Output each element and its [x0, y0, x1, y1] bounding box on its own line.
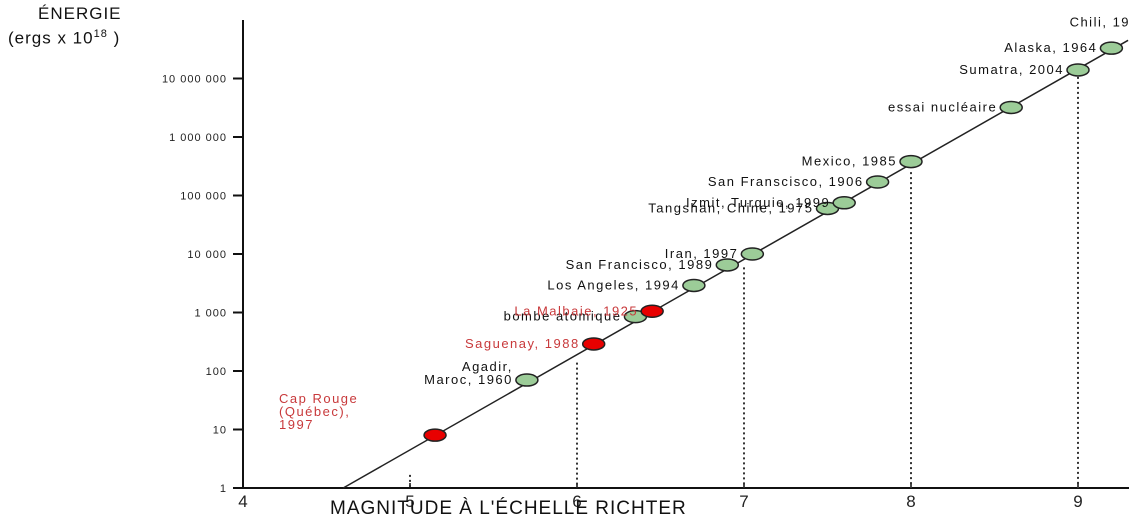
data-label: 1997: [279, 417, 314, 432]
y-axis-unit-exponent: 18: [93, 28, 108, 40]
y-tick-label: 1 000: [194, 308, 227, 320]
y-tick-label: 10 000: [187, 249, 227, 261]
x-axis-title: MAGNITUDE À L'ÉCHELLE RICHTER: [330, 498, 687, 519]
data-point: [740, 247, 765, 261]
data-label: La Malbaie, 1925: [514, 303, 638, 318]
reference-lines: [409, 76, 1079, 488]
axes: 1 10 100 1 000 10 000 100 000 1 000 000 10 000 …: [162, 20, 1129, 511]
y-axis-title-line1: ÉNERGIE: [38, 4, 122, 23]
x-tick-label: 8: [906, 492, 915, 511]
y-axis-unit-prefix: (ergs x 10: [8, 28, 94, 48]
data-point: [581, 337, 606, 351]
data-point: [999, 100, 1023, 115]
y-tick-label: 10 000 000: [162, 74, 227, 86]
data-point: [1066, 63, 1090, 77]
data-label: Maroc, 1960: [424, 372, 513, 387]
data-point: [640, 304, 664, 319]
data-label: Cap Rouge: [279, 391, 358, 406]
data-label: Iran, 1997: [665, 246, 739, 261]
data-label: (Québec),: [279, 404, 350, 419]
y-tick-label: 1 000 000: [169, 132, 227, 144]
y-tick-label: 10: [213, 425, 227, 437]
data-point: [899, 154, 923, 169]
data-points: [423, 41, 1124, 442]
data-point: [865, 175, 890, 189]
data-labels: Cap Rouge(Québec),1997 Agadir,Maroc, 1960…: [279, 15, 1129, 432]
y-tick-label: 1: [220, 483, 227, 495]
data-point: [715, 258, 740, 272]
data-label: Izmit, Turquie, 1999: [686, 195, 830, 210]
data-label: Chili, 1960: [1070, 15, 1129, 30]
y-tick-label: 100: [206, 366, 227, 378]
y-tick-label: 100 000: [180, 191, 227, 203]
data-label: Los Angeles, 1994: [547, 277, 679, 292]
data-label: Alaska, 1964: [1004, 40, 1097, 55]
data-point: [515, 373, 539, 387]
data-point: [682, 278, 706, 293]
data-point: [423, 428, 447, 442]
x-tick-label: 5: [405, 492, 414, 511]
data-point: [832, 196, 856, 210]
x-tick-label: 7: [739, 492, 748, 511]
y-axis-title-line2: (ergs x 1018 ): [8, 24, 122, 49]
x-tick-label: 9: [1073, 492, 1082, 511]
y-axis-title: ÉNERGIE (ergs x 1018 ): [8, 4, 122, 49]
y-axis-unit-suffix: ): [107, 28, 121, 48]
data-label: Tangshan, Chine, 1975: [648, 200, 813, 215]
data-label: Sumatra, 2004: [959, 62, 1064, 77]
data-label: Saguenay, 1988: [465, 336, 580, 351]
data-label: San Francisco, 1989: [566, 257, 714, 272]
data-point: [1099, 41, 1124, 55]
data-label: Agadir,: [462, 359, 513, 374]
data-label: Mexico, 1985: [802, 154, 897, 169]
data-label: essai nucléaire: [888, 99, 997, 114]
x-tick-label: 6: [572, 492, 581, 511]
data-label: San Franscisco, 1906: [708, 174, 864, 189]
x-tick-label: 4: [238, 492, 247, 511]
data-label: bombe atomique: [504, 309, 622, 324]
